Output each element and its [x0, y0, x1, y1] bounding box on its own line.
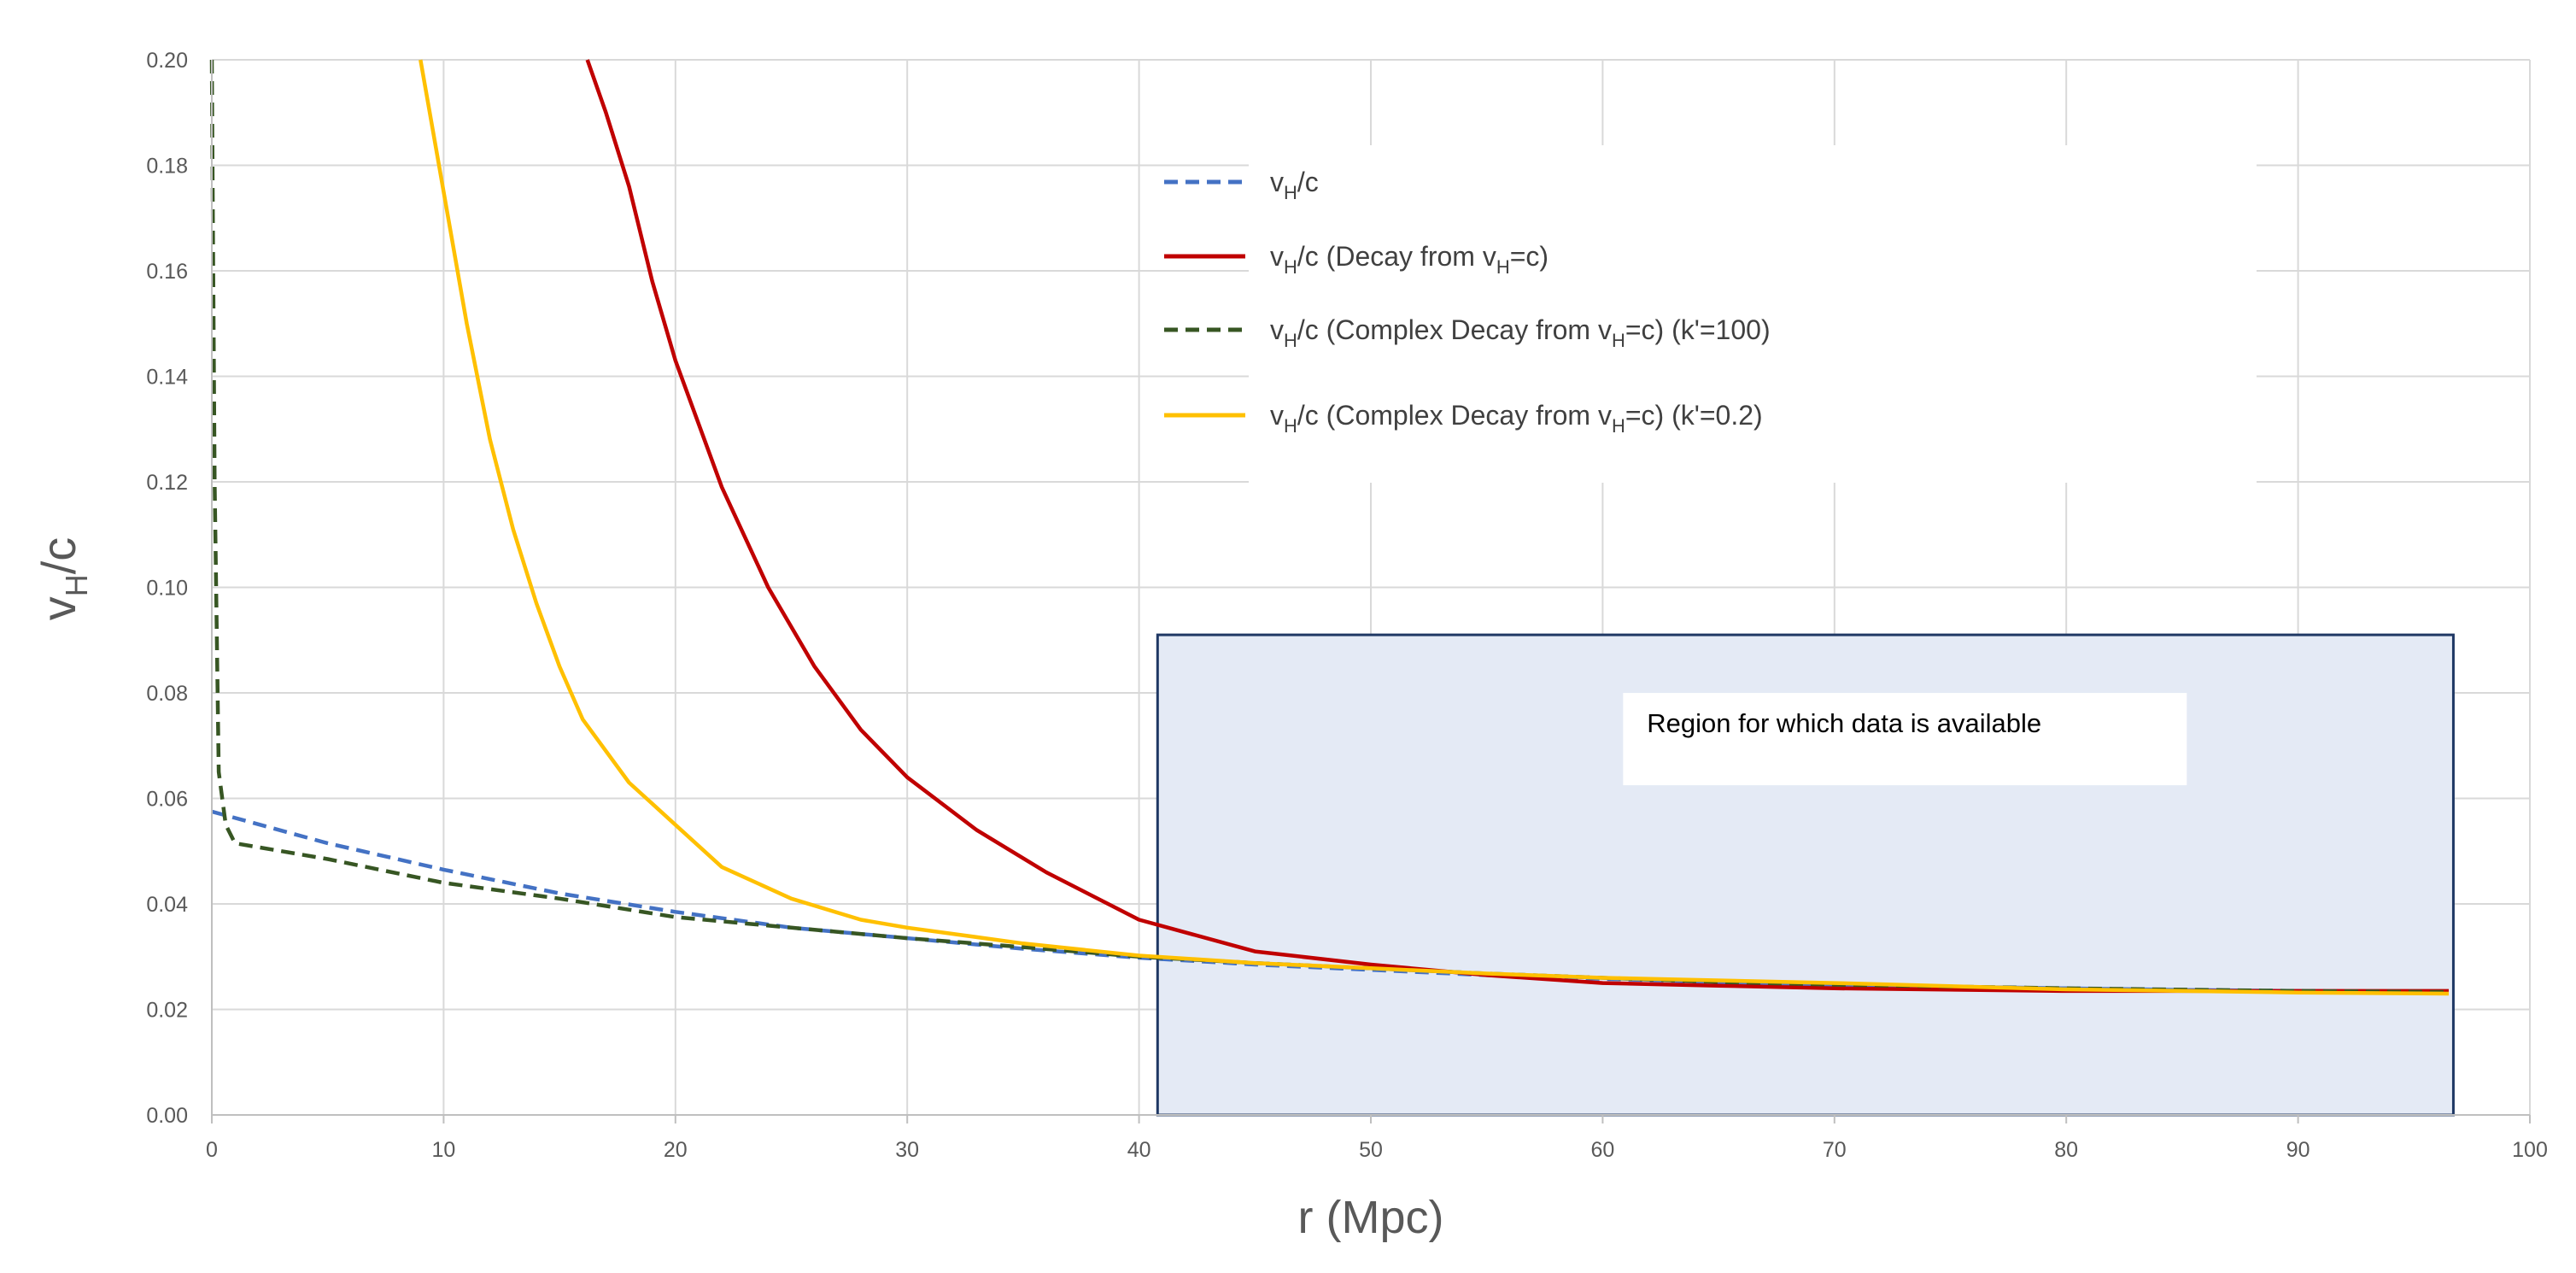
x-tick-label: 40: [1127, 1138, 1151, 1162]
legend-box: [1249, 145, 2257, 483]
legend-label-4: vH/c (Complex Decay from vH=c) (k'=0.2): [1270, 400, 1763, 437]
legend-label-2: vH/c (Decay from vH=c): [1270, 241, 1549, 278]
x-tick-label: 80: [2054, 1138, 2078, 1162]
x-tick-label: 60: [1590, 1138, 1614, 1162]
data-region-label-box: [1623, 693, 2187, 786]
y-tick-label: 0.08: [146, 682, 188, 706]
axes: 0 10 20 30 40 50 60 70 80 90 100 0.00 0.02 0.04 0.06 0.…: [146, 49, 2548, 1162]
y-tick-label: 0.20: [146, 49, 188, 73]
axis-labels: r (Mpc) vH/c: [32, 537, 1443, 1243]
x-tick-label: 50: [1359, 1138, 1383, 1162]
y-tick-label: 0.06: [146, 788, 188, 812]
series-line-2: [585, 59, 2449, 994]
y-tick-label: 0.04: [146, 893, 188, 917]
x-tick-label: 0: [206, 1138, 218, 1162]
x-tick-label: 90: [2286, 1138, 2310, 1162]
x-tick-label: 100: [2512, 1138, 2548, 1162]
x-tick-label: 30: [895, 1138, 919, 1162]
y-tick-label: 0.10: [146, 577, 188, 601]
x-tick-label: 20: [664, 1138, 688, 1162]
legend-label-3: vH/c (Complex Decay from vH=c) (k'=100): [1270, 314, 1771, 351]
series-layer: [209, 59, 2450, 996]
y-tick-label: 0.12: [146, 471, 188, 495]
y-tick-label: 0.02: [146, 999, 188, 1023]
y-tick-label: 0.16: [146, 260, 188, 284]
data-region: Region for which data is available: [1156, 633, 2455, 1117]
y-tick-label: 0.18: [146, 155, 188, 179]
data-region-label: Region for which data is available: [1647, 708, 2041, 738]
legend-label-1: vH/c: [1270, 167, 1319, 203]
series-line-4: [419, 59, 2450, 996]
y-tick-label: 0.14: [146, 366, 188, 390]
y-tick-label: 0.00: [146, 1104, 188, 1128]
y-axis-title: vH/c: [32, 537, 94, 621]
x-tick-label: 70: [1823, 1138, 1847, 1162]
legend: vH/c vH/c (Decay from vH=c) vH/c (Complex …: [1164, 145, 2257, 483]
x-tick-label: 10: [431, 1138, 455, 1162]
x-axis-title: r (Mpc): [1298, 1192, 1444, 1243]
